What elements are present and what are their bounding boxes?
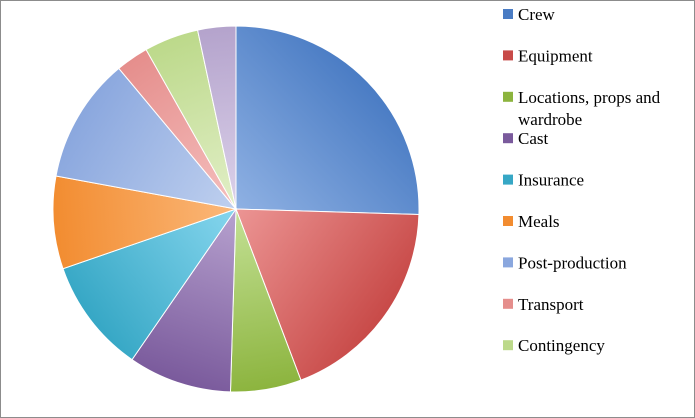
legend-swatch-locations-props-and-wardrobe (503, 91, 513, 102)
legend-swatch-transport (503, 298, 513, 309)
legend: Crew Equipment Locations, props and wardrob… (503, 5, 661, 355)
pie-slice-crew (235, 25, 420, 216)
legend-label-locations-props-and-wardrobe: Locations, props and wardrobe (518, 88, 661, 129)
legend-label-insurance: Insurance (518, 171, 584, 190)
legend-swatch-contingency (503, 340, 513, 351)
pie-slice-cast (131, 207, 237, 393)
legend-label-post-production: Post-production (518, 253, 627, 272)
legend-swatch-equipment (503, 50, 513, 61)
legend-swatch-post-production (503, 257, 513, 268)
pie-slice-equipment (235, 208, 420, 381)
pie-slice-unlabeled (196, 25, 237, 210)
pie-slices (52, 25, 420, 393)
legend-label-crew: Crew (518, 5, 556, 24)
legend-swatch-crew (503, 9, 513, 19)
legend-swatch-insurance (503, 174, 513, 185)
pie-slice-meals (52, 175, 238, 270)
legend-swatch-cast (503, 133, 513, 144)
legend-label-contingency: Contingency (518, 336, 605, 355)
legend-swatch-meals (503, 216, 513, 226)
legend-label-transport: Transport (518, 295, 584, 314)
pie-slice-post-production (55, 67, 238, 210)
pie-slice-insurance (62, 208, 238, 361)
legend-label-meals: Meals (518, 212, 560, 231)
legend-label-equipment: Equipment (518, 46, 593, 65)
legend-label-cast: Cast (518, 129, 549, 148)
